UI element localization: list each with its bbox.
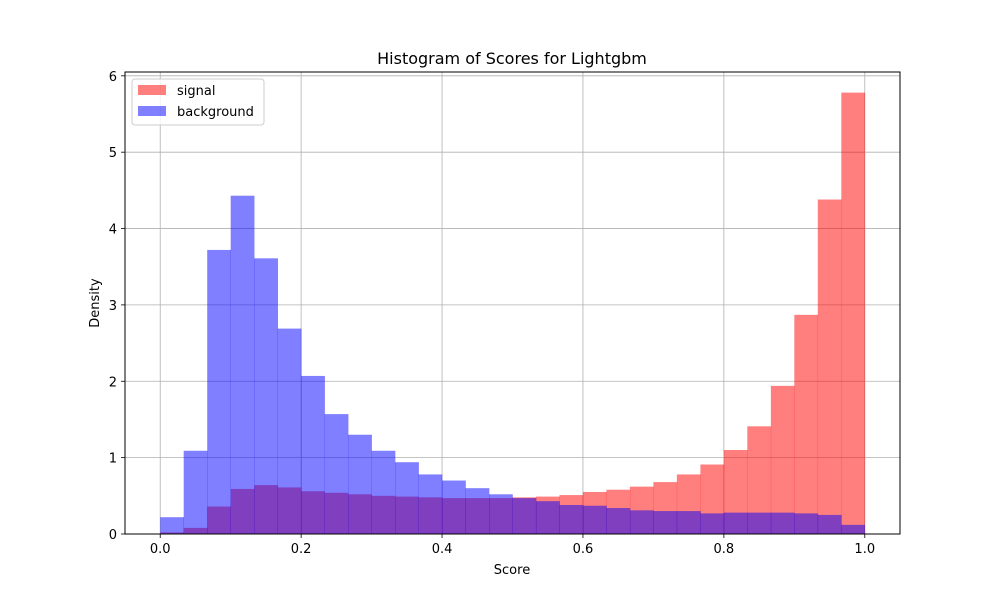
histogram-bar-signal [794,314,819,534]
histogram-bar-signal [747,426,772,534]
x-tick-label: 0.2 [291,542,312,557]
x-tick-label: 0.6 [573,542,594,557]
histogram-bar-background [254,258,278,534]
histogram-bar-background [770,512,795,534]
y-axis-label: Density [88,278,103,328]
histogram-bar-background [371,450,396,534]
y-tick-label: 3 [109,299,117,314]
histogram-bar-background [747,512,772,534]
y-tick-label: 6 [109,70,117,85]
y-tick-label: 2 [109,375,117,390]
x-tick-label: 0.0 [150,542,171,557]
histogram-bar-signal [841,92,866,535]
histogram-bar-background [841,524,866,534]
histogram-bar-background [676,511,701,534]
legend-label-signal: signal [177,84,215,99]
axes-layer: 0.0 0.2 0.4 0.6 0.8 1.0 0 1 2 3 4 5 6 [109,70,901,557]
legend-label-background: background [177,105,254,120]
histogram-bar-background [489,494,513,534]
histogram-bar-background [418,474,443,534]
histogram-bar-background [277,328,302,534]
x-axis-label: Score [494,563,530,578]
x-tick-label: 0.8 [714,542,735,557]
legend-swatch-background [138,106,166,116]
y-tick-label: 0 [109,528,117,543]
histogram-bar-background [160,517,184,534]
histogram-bar-background [301,375,325,534]
histogram-bar-background [230,195,255,534]
histogram-bar-signal [770,385,795,534]
histogram-bar-background [629,510,654,534]
y-tick-label: 5 [109,146,117,161]
legend-swatch-signal [138,85,166,95]
x-tick-label: 1.0 [854,542,875,557]
histogram-bar-background [207,249,231,534]
histogram-bar-background [348,434,372,534]
histogram-bar-background [324,414,349,534]
histogram-bar-background [606,508,631,534]
axes-frame [124,71,901,535]
histogram-bar-background [653,511,678,534]
x-tick-label: 0.4 [432,542,453,557]
histogram-bar-signal [817,199,842,534]
histogram-bar-background [535,501,560,534]
y-tick-label: 4 [109,223,117,238]
histogram-bar-background [183,450,208,534]
chart-title: Histogram of Scores for Lightgbm [377,49,647,68]
legend: signal background [131,78,265,126]
histogram-bar-background [512,498,537,534]
histogram-bar-background [794,513,819,534]
histogram-bar-background [723,512,748,534]
histogram-bar-background [465,488,490,534]
bars-layer [160,92,866,535]
histogram-bar-background [395,462,419,534]
histogram-bar-background [700,513,725,534]
histogram-bar-background [442,480,466,534]
histogram-bar-background [559,504,584,534]
histogram-bar-background [582,505,607,534]
histogram-bar-background [817,514,842,534]
y-tick-label: 1 [109,452,117,467]
